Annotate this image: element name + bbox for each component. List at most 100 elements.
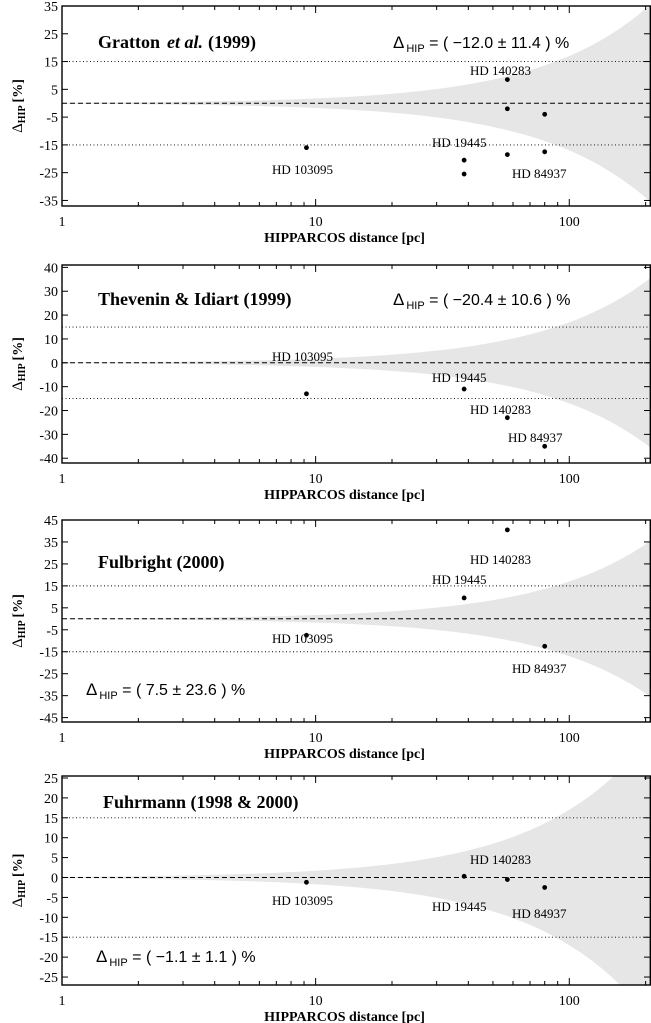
point-label: HD 140283 xyxy=(470,552,531,567)
y-tick-label: 25 xyxy=(44,558,58,573)
y-tick-label: 5 xyxy=(51,602,58,617)
x-axis-label: HIPPARCOS distance [pc] xyxy=(264,747,425,762)
panel-3: 45 35 25 15 5 -5 -15 -25 -35 -451 10 100 HIPPARCOS d… xyxy=(10,514,651,762)
panel-title: Fuhrmann (1998 & 2000) xyxy=(103,792,299,813)
y-tick-label: 35 xyxy=(44,0,58,15)
data-point xyxy=(504,415,510,421)
point-label: HD 140283 xyxy=(470,402,531,417)
y-tick-label: 45 xyxy=(44,514,58,529)
y-tick-label: -5 xyxy=(46,891,58,906)
y-tick-label: -35 xyxy=(39,690,58,705)
uncertainty-band xyxy=(62,776,651,985)
y-tick-label: -25 xyxy=(39,971,58,986)
y-tick-label: 35 xyxy=(44,536,58,551)
y-tick-label: 10 xyxy=(44,333,58,348)
point-label: HD 103095 xyxy=(272,631,333,646)
y-tick-label: -5 xyxy=(46,111,58,126)
data-point xyxy=(461,595,467,601)
y-tick-label: -25 xyxy=(39,668,58,683)
data-point xyxy=(304,632,309,638)
point-label: HD 19445 xyxy=(432,370,487,385)
plot-frame xyxy=(61,519,651,723)
point-label: HD 140283 xyxy=(470,63,531,78)
y-tick-label: 20 xyxy=(44,792,58,807)
y-tick-label: 40 xyxy=(44,261,58,276)
panel-title: Thevenin & Idiart (1999) xyxy=(98,289,292,310)
point-label: HD 19445 xyxy=(432,899,487,914)
x-tick-label: 100 xyxy=(559,994,580,1009)
uncertainty-band xyxy=(62,6,651,203)
y-tick-label: -20 xyxy=(39,951,58,966)
point-label: HD 103095 xyxy=(272,893,333,908)
delta-formula: Δ HIP = ( 7.5 ± 23.6 ) % xyxy=(86,680,245,702)
data-point xyxy=(542,443,548,449)
y-tick-label: 25 xyxy=(44,772,58,787)
y-tick-label: 0 xyxy=(51,872,58,887)
y-tick-label: -10 xyxy=(39,911,58,926)
x-tick-label: 1 xyxy=(59,994,66,1009)
point-label: HD 140283 xyxy=(470,852,531,867)
point-label: HD 19445 xyxy=(432,572,487,587)
x-tick-label: 10 xyxy=(309,994,323,1009)
y-tick-label: -20 xyxy=(39,405,58,420)
x-tick-label: 1 xyxy=(59,731,66,746)
y-tick-label: -10 xyxy=(39,381,58,396)
y-tick-label: 5 xyxy=(51,852,58,867)
x-axis-label: HIPPARCOS distance [pc] xyxy=(264,1010,425,1023)
y-tick-label: 0 xyxy=(51,357,58,372)
data-point xyxy=(304,879,309,885)
point-label: HD 103095 xyxy=(272,349,333,364)
plot-frame xyxy=(61,264,651,464)
y-tick-label: -30 xyxy=(39,428,58,443)
data-point xyxy=(542,149,548,155)
plot-frame xyxy=(61,775,651,986)
y-tick-label: -15 xyxy=(39,931,58,946)
point-label: HD 19445 xyxy=(432,135,487,150)
data-point xyxy=(542,885,548,890)
y-axis-label: ΔHIP[%] xyxy=(10,79,28,133)
data-point xyxy=(504,106,510,112)
x-tick-label: 10 xyxy=(309,472,323,487)
data-point xyxy=(542,643,548,649)
point-label: HD 84937 xyxy=(508,430,563,445)
panel-title: Gratton et al. (1999) xyxy=(98,32,256,53)
delta-formula: Δ HIP = ( −12.0 ± 11.4 ) % xyxy=(393,33,569,55)
x-tick-label: 100 xyxy=(559,731,580,746)
y-tick-label: 15 xyxy=(44,812,58,827)
data-point xyxy=(461,873,467,879)
y-tick-label: -45 xyxy=(39,712,58,727)
y-tick-label: 15 xyxy=(44,580,58,595)
plot-frame xyxy=(61,5,651,207)
data-point xyxy=(542,111,548,117)
uncertainty-band xyxy=(62,277,651,448)
panel-title: Fulbright (2000) xyxy=(98,552,225,573)
data-point xyxy=(461,157,467,163)
point-label: HD 84937 xyxy=(512,906,567,921)
data-point xyxy=(504,527,510,533)
data-point xyxy=(461,386,467,392)
x-tick-label: 1 xyxy=(59,215,66,230)
panel-1: 35 25 15 5 -5 -15 -25 -351 10 100 HIPPARCOS distan… xyxy=(10,0,651,246)
y-axis-label: ΔHIP[%] xyxy=(10,594,28,648)
y-tick-label: 30 xyxy=(44,285,58,300)
data-point xyxy=(504,77,510,83)
uncertainty-band xyxy=(62,540,651,698)
data-point xyxy=(504,152,510,158)
data-point xyxy=(304,145,309,151)
panel-4: 25 20 15 10 5 0 -5 -10 -15 -20 -251 10 100 HIPPARCOS … xyxy=(10,772,651,1023)
point-label: HD 103095 xyxy=(272,162,333,177)
y-tick-label: -15 xyxy=(39,139,58,154)
point-label: HD 84937 xyxy=(512,166,567,181)
x-axis-label: HIPPARCOS distance [pc] xyxy=(264,231,425,246)
data-point xyxy=(304,391,309,397)
x-tick-label: 10 xyxy=(309,215,323,230)
y-tick-label: -5 xyxy=(46,624,58,639)
delta-formula: Δ HIP = ( −1.1 ± 1.1 ) % xyxy=(96,947,256,969)
y-axis-label: ΔHIP[%] xyxy=(10,854,28,908)
y-tick-label: 10 xyxy=(44,832,58,847)
x-tick-label: 1 xyxy=(59,472,66,487)
delta-formula: Δ HIP = ( −20.4 ± 10.6 ) % xyxy=(393,290,570,312)
x-axis-label: HIPPARCOS distance [pc] xyxy=(264,488,425,503)
